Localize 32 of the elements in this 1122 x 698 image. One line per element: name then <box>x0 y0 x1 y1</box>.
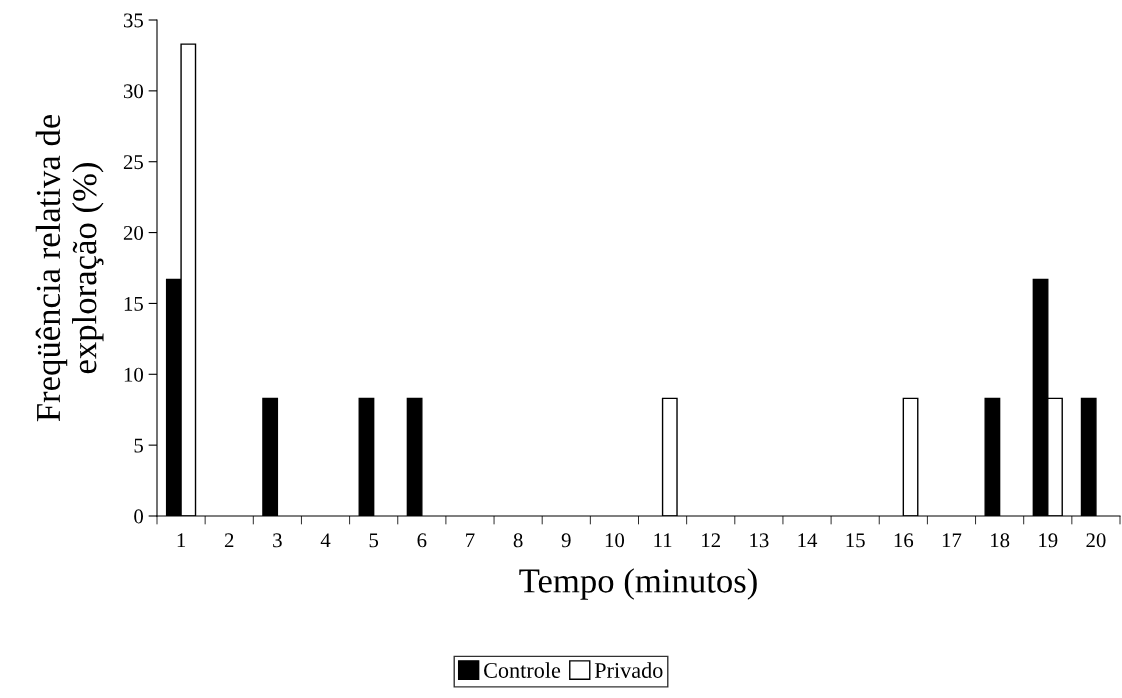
y-tick-label: 15 <box>124 296 143 311</box>
y-tick-label: 35 <box>123 13 143 28</box>
x-tick-label: 17 <box>942 533 962 548</box>
x-tick-label: 5 <box>369 533 379 548</box>
x-axis-title: Tempo (minutos) <box>519 568 757 600</box>
y-tick-label: 30 <box>123 84 144 99</box>
x-tick-label: 18 <box>991 533 1010 548</box>
x-tick-label: 11 <box>654 533 672 548</box>
x-tick-label: 19 <box>1039 533 1058 548</box>
x-tick-label: 7 <box>466 533 475 548</box>
x-tick-label: 20 <box>1086 533 1106 548</box>
x-tick-label: 8 <box>513 533 523 548</box>
y-tick-label: 5 <box>134 438 143 453</box>
legend-label: Privado <box>594 662 663 678</box>
x-tick-label: 9 <box>561 533 571 548</box>
x-tick-label: 2 <box>224 533 234 548</box>
x-tick-label: 3 <box>273 533 282 548</box>
legend-label: Controle <box>484 662 561 678</box>
y-axis-title: Freqüência relativa de exploração (%) <box>35 114 104 422</box>
x-tick-label: 1 <box>177 533 186 548</box>
y-tick-label: 10 <box>124 367 144 382</box>
x-tick-label: 14 <box>798 533 818 548</box>
x-tick-label: 10 <box>605 533 625 548</box>
x-tick-label: 6 <box>417 533 427 548</box>
x-tick-label: 12 <box>702 533 720 548</box>
x-tick-label: 4 <box>320 533 331 548</box>
y-tick-label: 0 <box>134 509 144 524</box>
x-tick-label: 16 <box>894 533 914 548</box>
x-tick-label: 15 <box>846 533 865 548</box>
x-tick-label: 13 <box>750 533 769 548</box>
y-tick-label: 20 <box>123 225 144 240</box>
y-tick-label: 25 <box>123 155 143 170</box>
